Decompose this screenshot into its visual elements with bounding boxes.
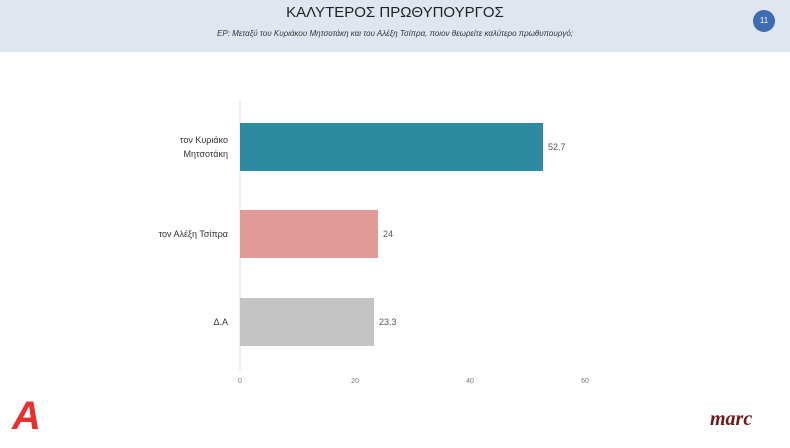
category-label: Μητσοτάκη <box>184 149 229 159</box>
page-number-badge: 11 <box>753 10 775 32</box>
x-tick-label: 20 <box>351 378 359 385</box>
category-label: Δ.Α <box>213 317 228 327</box>
question-subtitle: ΕΡ: Μεταξύ του Κυριάκου Μητσοτάκη και το… <box>216 29 573 38</box>
data-label: 23.3 <box>379 317 397 327</box>
alpha-logo: A <box>12 394 41 438</box>
data-label: 24 <box>383 229 393 239</box>
category-label: τον Κυριάκο <box>180 135 228 145</box>
x-tick-label: 0 <box>238 378 242 385</box>
x-tick-label: 60 <box>581 378 589 385</box>
data-label: 52.7 <box>548 142 566 152</box>
x-tick-label: 40 <box>466 378 474 385</box>
bar <box>240 210 378 258</box>
page-title: ΚΑΛΥΤΕΡΟΣ ΠΡΩΘΥΠΟΥΡΓΟΣ <box>286 4 504 21</box>
marc-logo: marc <box>710 408 753 430</box>
category-label: τον Αλέξη Τσίπρα <box>159 229 228 239</box>
bar <box>240 298 374 346</box>
header: ΚΑΛΥΤΕΡΟΣ ΠΡΩΘΥΠΟΥΡΓΟΣ ΕΡ: Μεταξύ του Κυ… <box>0 0 790 52</box>
bar <box>240 123 544 171</box>
